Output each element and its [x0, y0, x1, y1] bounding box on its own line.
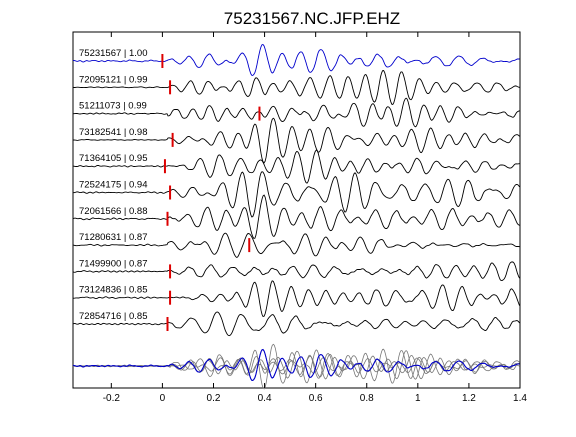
- trace-label-6: 72061566 | 0.88: [79, 206, 148, 217]
- stack-group: [72, 343, 520, 390]
- trace-label-2: 51211073 | 0.99: [79, 101, 147, 112]
- trace-line-10: [72, 311, 520, 337]
- x-tick-label-4: 0.6: [309, 393, 323, 404]
- stack-reference-trace: [72, 348, 520, 381]
- trace-label-10: 72854716 | 0.85: [79, 311, 148, 322]
- trace-line-7: [72, 232, 520, 258]
- trace-label-4: 71364105 | 0.95: [79, 153, 148, 164]
- chart-title: 75231567.NC.JFP.EHZ: [224, 9, 400, 28]
- plot-frame: [72, 31, 521, 389]
- trace-group: 75231567 | 1.00 72095121 | 0.99 51211073 |…: [72, 43, 520, 337]
- trace-line-2: [72, 97, 520, 128]
- trace-line-0: [72, 43, 520, 76]
- trace-line-6: [72, 194, 520, 239]
- trace-label-3: 73182541 | 0.98: [79, 127, 148, 138]
- trace-label-0: 75231567 | 1.00: [79, 48, 148, 59]
- trace-label-9: 73124836 | 0.85: [79, 285, 148, 296]
- x-tick-label-2: 0.2: [207, 393, 221, 404]
- trace-line-5: [73, 171, 520, 218]
- x-tick-label-6: 1: [415, 393, 421, 404]
- x-axis: -0.2 0 0.2 0.4 0.6 0.8 1 1.2 1.4: [103, 32, 527, 404]
- trace-label-7: 71280631 | 0.87: [79, 232, 148, 243]
- trace-line-3: [72, 117, 520, 164]
- trace-label-1: 72095121 | 0.99: [79, 74, 148, 85]
- trace-line-9: [72, 280, 520, 318]
- x-tick-label-1: 0: [160, 393, 166, 404]
- x-tick-label-3: 0.4: [258, 393, 272, 404]
- x-tick-label-7: 1.2: [462, 393, 476, 404]
- trace-line-1: [72, 69, 520, 106]
- trace-label-5: 72524175 | 0.94: [79, 180, 148, 191]
- x-tick-label-5: 0.8: [360, 393, 374, 404]
- trace-line-8: [72, 261, 520, 282]
- x-tick-label-0: -0.2: [103, 393, 121, 404]
- x-tick-label-8: 1.4: [513, 393, 527, 404]
- trace-label-8: 71499900 | 0.87: [79, 258, 148, 269]
- trace-line-4: [72, 149, 520, 184]
